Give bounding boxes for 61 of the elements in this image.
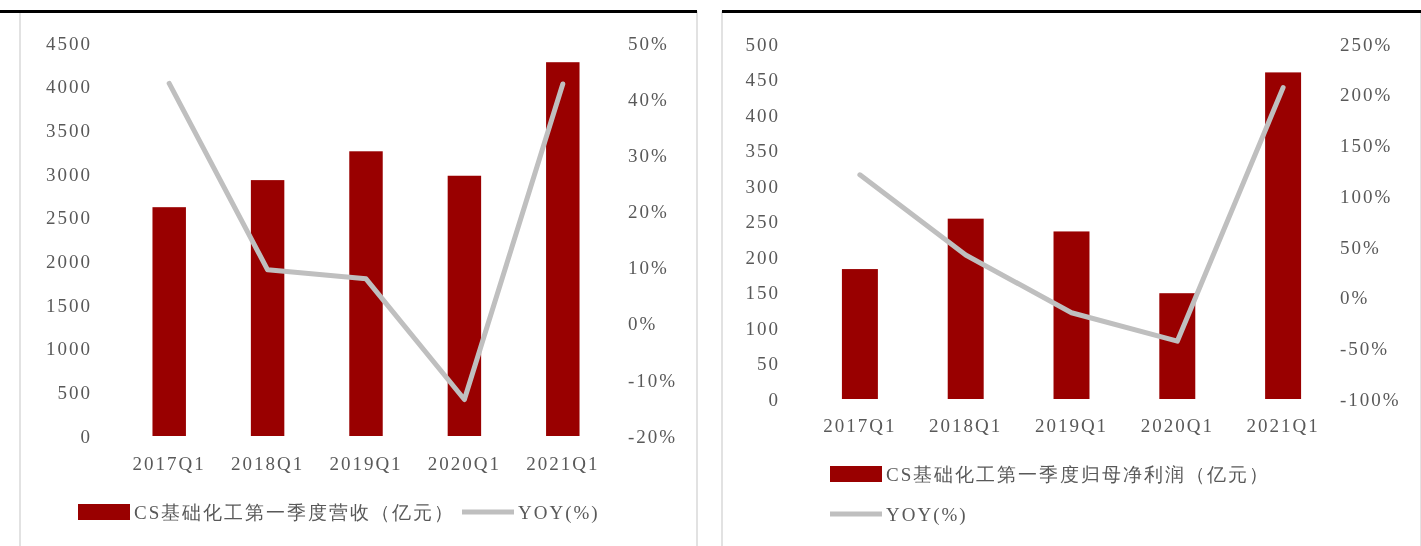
y2-tick-label: 20% bbox=[628, 201, 669, 223]
y-tick-label: 500 bbox=[57, 381, 92, 403]
y2-tick-label: -10% bbox=[628, 369, 678, 391]
bar bbox=[250, 180, 285, 436]
y-tick-label: 350 bbox=[745, 140, 780, 162]
x-tick-label: 2019Q1 bbox=[329, 453, 403, 474]
y2-tick-label: 50% bbox=[628, 32, 669, 54]
x-tick-label: 2020Q1 bbox=[427, 453, 502, 474]
legend-label: YOY(%) bbox=[518, 501, 600, 524]
y2-tick-label: 30% bbox=[628, 144, 669, 166]
legend-label: CS基础化工第一季度营收（亿元） bbox=[134, 501, 456, 523]
y2-tick-label: -100% bbox=[1340, 388, 1401, 410]
y-tick-label: 2000 bbox=[46, 250, 92, 272]
x-tick-label: 2017Q1 bbox=[132, 453, 206, 474]
y-tick-label: 4500 bbox=[46, 32, 92, 54]
y-tick-label: 450 bbox=[745, 69, 780, 91]
y-tick-label: 4000 bbox=[46, 76, 92, 98]
y2-tick-label: 200% bbox=[1340, 84, 1393, 106]
y-tick-label: 50 bbox=[757, 353, 780, 375]
y2-tick-label: 100% bbox=[1340, 185, 1393, 207]
y-tick-label: 0 bbox=[768, 388, 780, 410]
y2-tick-label: 50% bbox=[1340, 236, 1381, 258]
bar bbox=[152, 207, 186, 436]
bar bbox=[947, 218, 984, 399]
y2-tick-label: 10% bbox=[628, 257, 669, 279]
y-tick-label: 1500 bbox=[46, 294, 92, 316]
bar bbox=[447, 175, 482, 436]
x-tick-label: 2020Q1 bbox=[1140, 415, 1214, 436]
y2-tick-label: 40% bbox=[628, 88, 669, 110]
y2-tick-label: 0% bbox=[1340, 287, 1370, 309]
y2-tick-label: -20% bbox=[628, 425, 678, 447]
y2-tick-label: 250% bbox=[1340, 33, 1393, 55]
y-tick-label: 300 bbox=[745, 175, 780, 197]
y-tick-label: 3000 bbox=[46, 163, 92, 185]
x-tick-label: 2018Q1 bbox=[230, 453, 305, 474]
x-tick-label: 2017Q1 bbox=[823, 415, 897, 436]
y-tick-label: 150 bbox=[745, 282, 780, 304]
bar bbox=[1265, 72, 1302, 399]
y-tick-label: 1000 bbox=[46, 338, 92, 360]
y-tick-label: 250 bbox=[745, 211, 780, 233]
y-tick-label: 500 bbox=[745, 33, 780, 55]
bar bbox=[546, 62, 580, 436]
x-tick-label: 2021Q1 bbox=[1246, 415, 1320, 436]
bar bbox=[841, 269, 878, 399]
y-tick-label: 3500 bbox=[46, 119, 92, 141]
y-tick-label: 2500 bbox=[46, 207, 92, 229]
y-tick-label: 100 bbox=[745, 317, 780, 339]
y2-tick-label: -50% bbox=[1340, 337, 1390, 359]
bar bbox=[1053, 231, 1090, 399]
y2-tick-label: 0% bbox=[628, 313, 658, 335]
bar bbox=[1159, 293, 1196, 399]
x-tick-label: 2018Q1 bbox=[929, 415, 1003, 436]
x-tick-label: 2019Q1 bbox=[1034, 415, 1109, 436]
legend-label: CS基础化工第一季度归母净利润（亿元） bbox=[886, 463, 1271, 485]
y-tick-label: 200 bbox=[745, 246, 780, 268]
y2-tick-label: 150% bbox=[1340, 135, 1393, 157]
x-tick-label: 2021Q1 bbox=[526, 453, 600, 474]
legend-label: YOY(%) bbox=[886, 503, 968, 526]
bar bbox=[349, 151, 383, 436]
y-tick-label: 0 bbox=[80, 425, 92, 447]
y-tick-label: 400 bbox=[745, 104, 780, 126]
